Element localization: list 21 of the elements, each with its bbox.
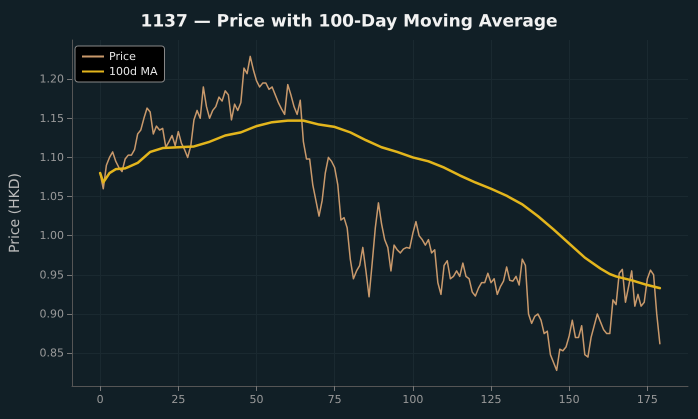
x-tick-label: 0 <box>96 393 104 406</box>
y-tick-label: 1.10 <box>40 150 64 164</box>
x-tick-label: 100 <box>402 393 424 406</box>
y-tick-label: 0.90 <box>40 307 64 320</box>
y-axis-title: Price (HKD) <box>7 172 23 254</box>
y-tick-label: 1.00 <box>40 229 64 242</box>
y-tick-label: 0.85 <box>40 346 64 360</box>
y-tick-label: 1.15 <box>40 112 64 125</box>
chart-title: 1137 — Price with 100-Day Moving Average <box>140 12 558 32</box>
y-tick-label: 1.20 <box>40 72 64 86</box>
x-tick-label: 75 <box>328 393 342 406</box>
x-tick-label: 125 <box>480 393 502 406</box>
line-series <box>98 119 662 290</box>
y-tick-label: 1.05 <box>40 190 64 204</box>
y-tick-label: 0.95 <box>40 268 64 282</box>
x-tick-label: 150 <box>558 393 580 406</box>
x-tick-label: 175 <box>636 393 658 406</box>
x-tick-label: 50 <box>249 393 264 406</box>
x-tick-label: 25 <box>171 393 186 406</box>
legend-label: Price <box>109 50 136 63</box>
legend-label: 100d MA <box>109 65 158 78</box>
